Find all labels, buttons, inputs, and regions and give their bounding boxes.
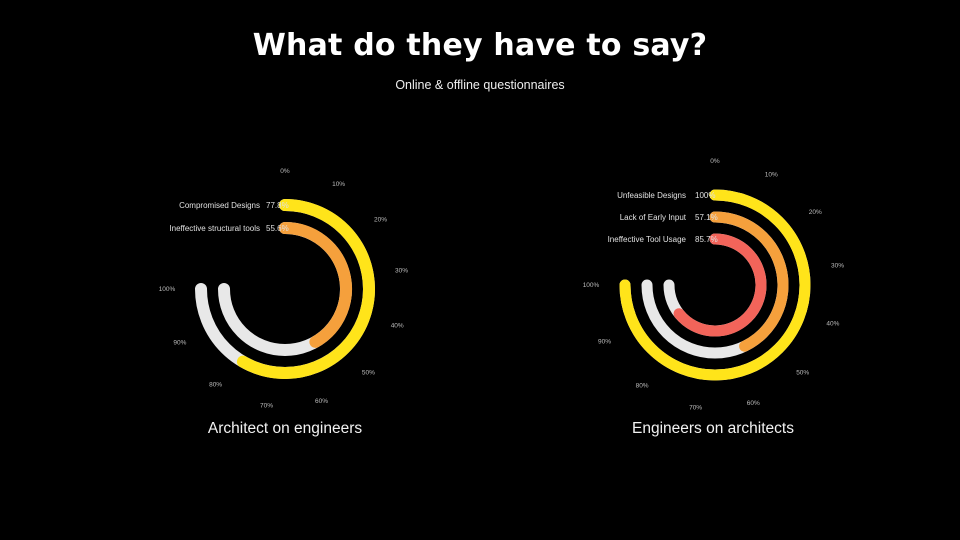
value-label-ineffective-structural-tools: 55.6%	[266, 224, 289, 233]
page-title: What do they have to say?	[252, 28, 708, 63]
tick-label-90: 90%	[598, 338, 611, 345]
tick-label-30: 30%	[395, 268, 408, 275]
tick-label-40: 40%	[391, 323, 404, 330]
chart-caption-engineers-on-architects: Engineers on architects	[632, 420, 794, 437]
tick-label-0: 0%	[280, 168, 290, 175]
tick-label-100: 100%	[159, 286, 176, 293]
tick-label-80: 80%	[636, 382, 649, 389]
tick-label-10: 10%	[332, 181, 345, 188]
bar-lack-of-early-input	[709, 211, 789, 352]
radial-chart-architect-on-engineers: 0% 10% 20% 30% 40% 50% 60% 70% 80% 90% 100% Comprom…	[159, 168, 409, 410]
tick-label-70: 70%	[260, 403, 273, 410]
series-label-unfeasible-designs: Unfeasible Designs	[617, 191, 686, 200]
value-label-compromised-designs: 77.8%	[266, 201, 289, 210]
chart-caption-architect-on-engineers: Architect on engineers	[207, 420, 363, 437]
page-subtitle: Online & offline questionnaires	[395, 78, 565, 92]
bar-ineffective-structural-tools	[279, 222, 352, 348]
tick-label-70: 70%	[689, 405, 702, 412]
bar-compromised-designs	[236, 199, 375, 379]
tick-label-60: 60%	[315, 398, 328, 405]
tick-label-60: 60%	[747, 400, 760, 407]
value-label-ineffective-tool-usage: 85.7%	[695, 235, 718, 244]
tick-label-40: 40%	[826, 320, 839, 327]
series-label-compromised-designs: Compromised Designs	[179, 201, 260, 210]
series-label-ineffective-tool-usage: Ineffective Tool Usage	[608, 235, 687, 244]
tick-label-50: 50%	[362, 369, 375, 376]
tick-label-50: 50%	[796, 370, 809, 377]
tick-label-90: 90%	[173, 340, 186, 347]
series-label-lack-of-early-input: Lack of Early Input	[620, 213, 687, 222]
tick-label-30: 30%	[831, 263, 844, 270]
tick-label-20: 20%	[374, 217, 387, 224]
bar-unfeasible-designs	[619, 189, 811, 381]
tick-label-100: 100%	[583, 282, 600, 289]
bar-ineffective-tool-usage	[673, 233, 767, 337]
tick-label-0: 0%	[710, 158, 720, 165]
series-label-ineffective-structural-tools: Ineffective structural tools	[169, 224, 260, 233]
tick-label-10: 10%	[765, 172, 778, 179]
radial-chart-engineers-on-architects: 0% 10% 20% 30% 40% 50% 60% 70% 80% 90% 100% Unfeasi…	[583, 158, 845, 412]
tick-label-20: 20%	[809, 209, 822, 216]
value-label-lack-of-early-input: 57.1%	[695, 213, 718, 222]
tick-label-80: 80%	[209, 382, 222, 389]
value-label-unfeasible-designs: 100%	[695, 191, 715, 200]
